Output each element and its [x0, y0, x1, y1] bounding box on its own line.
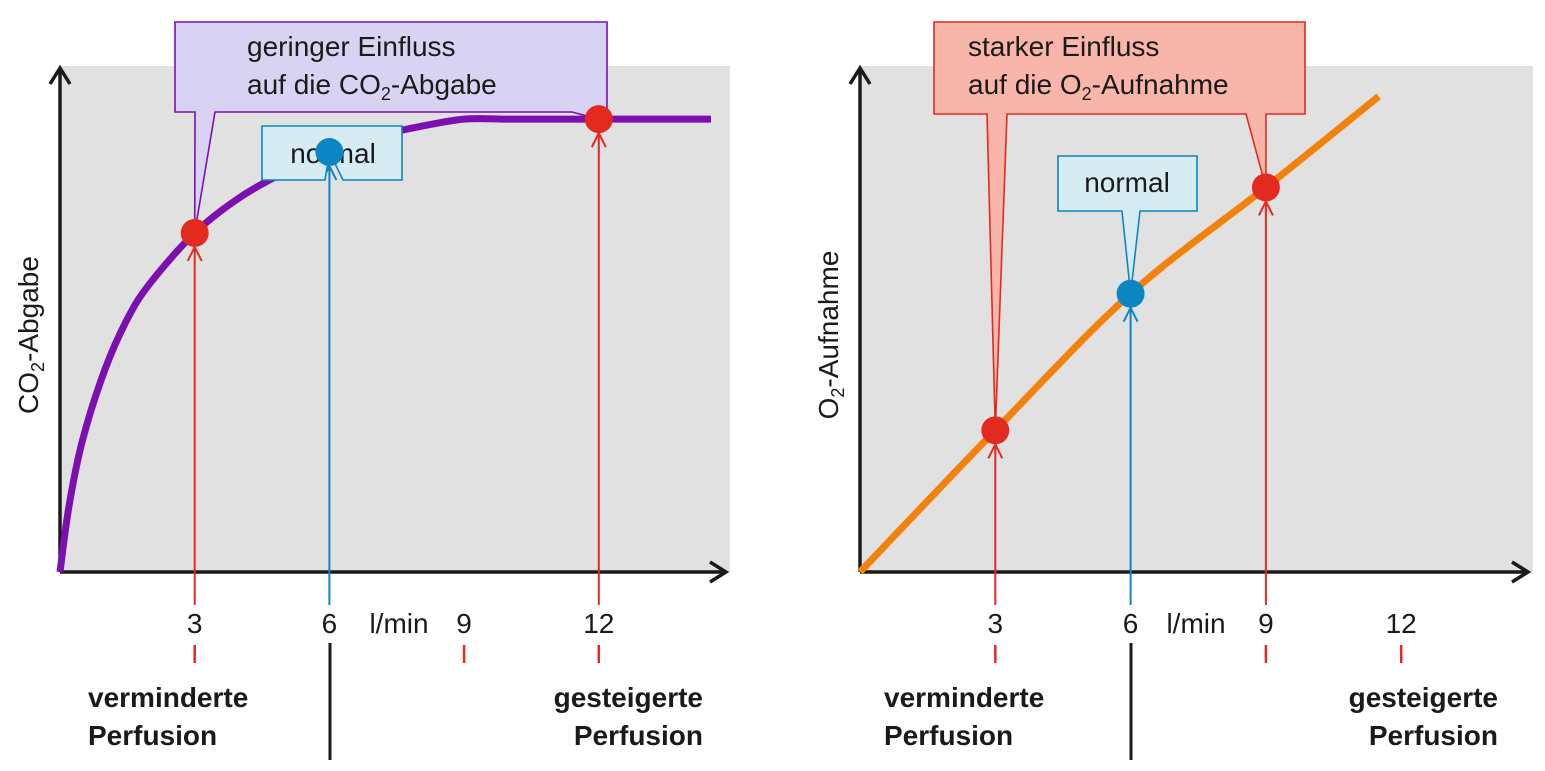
plot-background: [860, 66, 1533, 572]
x-axis-arrow: [1511, 560, 1532, 584]
y-axis-label: CO2-Abgabe: [13, 256, 48, 414]
main-callout-line1: geringer Einfluss: [247, 31, 456, 62]
data-points: [981, 173, 1280, 445]
y-axis-arrow: [848, 64, 872, 85]
main-callout-shape: [174, 21, 608, 234]
main-callout-line1: starker Einfluss: [968, 31, 1159, 62]
x-tick-label-6: 6: [1123, 608, 1139, 639]
guide-arrow-12: [590, 130, 607, 148]
y-axis-label: O2-Aufnahme: [813, 251, 848, 420]
data-points: [180, 105, 613, 247]
x-tick-label-9: 9: [456, 608, 472, 639]
right-perfusion-line2: Perfusion: [574, 720, 703, 751]
main-callout: geringer Einfluss auf die CO2-Abgabe: [174, 21, 608, 234]
x-tick-labels: 3 6 9 12: [187, 608, 614, 663]
main-callout-shape: [933, 21, 1306, 431]
right-perfusion-line1: gesteigerte: [554, 682, 703, 713]
highlight-point-12: [584, 105, 613, 134]
normal-callout-shape: [1057, 155, 1198, 294]
x-tick-label-12: 12: [1386, 608, 1417, 639]
normal-callout: normal: [1057, 155, 1198, 294]
x-axis-arrow: [709, 560, 730, 584]
normal-callout-label: normal: [1084, 167, 1170, 198]
co2-panel: CO2-Abgabe geringer Einfluss auf die CO2…: [13, 21, 730, 760]
main-callout-line2: auf die O2-Aufnahme: [968, 69, 1229, 104]
right-perfusion-line2: Perfusion: [1369, 720, 1498, 751]
x-tick-labels: 3 6 9 12: [988, 608, 1417, 663]
left-perfusion-line1: verminderte: [88, 682, 248, 713]
x-tick-label-3: 3: [988, 608, 1004, 639]
x-tick-label-6: 6: [322, 608, 338, 639]
right-perfusion-line1: gesteigerte: [1349, 682, 1498, 713]
left-perfusion-line1: verminderte: [884, 682, 1044, 713]
unit-label: l/min: [369, 608, 428, 639]
x-tick-label-9: 9: [1258, 608, 1274, 639]
main-callout-line2: auf die CO2-Abgabe: [247, 69, 497, 104]
x-tick-label-12: 12: [583, 608, 614, 639]
main-callout: starker Einfluss auf die O2-Aufnahme: [933, 21, 1306, 431]
x-tick-label-3: 3: [187, 608, 203, 639]
unit-label: l/min: [1166, 608, 1225, 639]
highlight-point-3: [981, 416, 1010, 445]
highlight-point-9: [1251, 173, 1280, 202]
highlight-point-3: [180, 218, 209, 247]
o2-panel: O2-Aufnahme starker Einfluss auf die O2-…: [813, 21, 1533, 760]
normal-point-6: [1116, 279, 1145, 308]
left-perfusion-line2: Perfusion: [884, 720, 1013, 751]
normal-point-6: [315, 138, 344, 167]
left-perfusion-line2: Perfusion: [88, 720, 217, 751]
y-axis-arrow: [48, 64, 72, 85]
